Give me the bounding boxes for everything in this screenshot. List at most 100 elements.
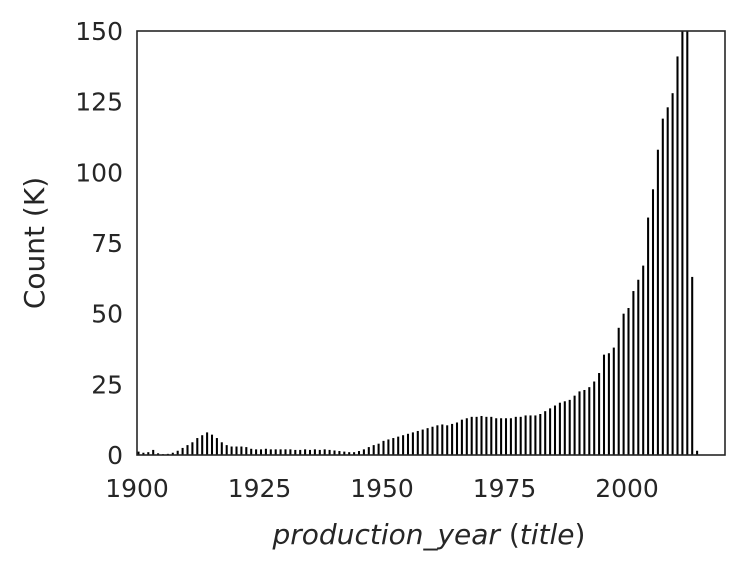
bar-1949 xyxy=(377,443,380,455)
bar-1989 xyxy=(573,395,576,455)
bar-1942 xyxy=(343,451,346,455)
bar-1997 xyxy=(612,347,615,455)
bar-1944 xyxy=(353,452,356,455)
x-axis-label-field: production_year xyxy=(272,518,502,551)
y-tick-label-75: 75 xyxy=(91,229,123,258)
y-tick-label-25: 25 xyxy=(91,370,123,399)
bar-1952 xyxy=(392,438,395,455)
bar-2006 xyxy=(656,149,659,455)
bar-2002 xyxy=(637,279,640,455)
bar-1974 xyxy=(500,418,503,455)
x-tick-label-1900: 1900 xyxy=(105,474,169,503)
bar-1926 xyxy=(264,448,267,455)
y-tick-label-125: 125 xyxy=(75,88,123,117)
bar-2000 xyxy=(627,308,630,455)
bar-1925 xyxy=(259,449,263,455)
x-tick-label-1950: 1950 xyxy=(350,474,414,503)
bar-1946 xyxy=(362,449,365,455)
bar-1996 xyxy=(607,353,610,455)
x-axis-label-close-paren: ) xyxy=(575,518,586,551)
bar-1968 xyxy=(470,416,473,455)
bar-1998 xyxy=(617,327,620,455)
bar-1938 xyxy=(323,449,326,455)
bar-1911 xyxy=(191,442,194,455)
bar-1965 xyxy=(455,422,459,455)
bar-1990 xyxy=(578,391,581,455)
bar-1912 xyxy=(196,438,199,455)
bar-1961 xyxy=(436,425,439,455)
bar-1951 xyxy=(387,439,390,455)
bar-1981 xyxy=(534,415,537,455)
bar-1973 xyxy=(495,418,498,455)
plot-frame xyxy=(136,30,726,456)
bar-1956 xyxy=(411,432,414,455)
bar-1967 xyxy=(465,418,468,455)
bar-1954 xyxy=(402,435,405,455)
bar-1918 xyxy=(225,445,228,455)
bar-1902 xyxy=(147,452,150,455)
bar-1977 xyxy=(514,416,517,455)
bar-1979 xyxy=(524,415,527,455)
bar-2001 xyxy=(632,291,635,455)
bar-1994 xyxy=(598,373,601,455)
bar-2013 xyxy=(691,276,694,455)
y-axis-label: Count (K) xyxy=(18,177,51,309)
bar-1937 xyxy=(318,449,321,455)
bar-1932 xyxy=(294,449,297,455)
x-axis-ticks: 1900 1925 1950 1975 2000 xyxy=(105,474,659,503)
y-tick-label-150: 150 xyxy=(75,17,123,46)
bar-1927 xyxy=(269,449,272,455)
bar-1947 xyxy=(367,447,370,455)
bar-1935 xyxy=(308,449,312,455)
x-axis-label-open-paren: ( xyxy=(500,518,520,551)
bar-1993 xyxy=(593,381,596,455)
bar-1916 xyxy=(215,438,218,455)
y-tick-label-100: 100 xyxy=(75,158,123,187)
bar-1928 xyxy=(274,449,277,455)
bar-1933 xyxy=(299,449,302,455)
bar-1917 xyxy=(220,442,223,455)
bar-2012 xyxy=(686,31,689,455)
bar-1919 xyxy=(230,446,233,455)
bar-2008 xyxy=(666,107,669,455)
x-tick-label-1925: 1925 xyxy=(228,474,292,503)
bar-1972 xyxy=(490,416,493,455)
bar-1982 xyxy=(539,414,542,455)
bar-2007 xyxy=(661,118,664,455)
x-tick-label-1975: 1975 xyxy=(473,474,537,503)
bar-1959 xyxy=(426,428,429,455)
bar-1999 xyxy=(622,313,625,455)
bar-1922 xyxy=(245,447,248,455)
bar-1945 xyxy=(357,451,361,455)
x-axis-label: production_year (title) xyxy=(272,518,586,551)
bar-1913 xyxy=(201,435,204,455)
x-axis-label-table: title xyxy=(520,518,575,551)
bar-1943 xyxy=(348,452,351,455)
bar-1923 xyxy=(250,448,253,455)
bar-1984 xyxy=(549,408,552,455)
bar-1931 xyxy=(289,449,292,455)
bar-1936 xyxy=(313,449,316,455)
bar-2010 xyxy=(676,56,679,455)
bar-1976 xyxy=(509,418,512,455)
bar-1921 xyxy=(240,446,243,455)
bar-1964 xyxy=(451,423,454,455)
bar-1988 xyxy=(568,399,571,455)
y-tick-label-50: 50 xyxy=(91,300,123,329)
bar-1903 xyxy=(152,449,155,455)
bar-2009 xyxy=(671,93,674,455)
bar-1970 xyxy=(480,415,483,455)
bar-1991 xyxy=(583,389,586,455)
bar-1992 xyxy=(588,387,591,455)
y-axis-ticks: 0 25 50 75 100 125 150 xyxy=(75,17,123,470)
bar-1930 xyxy=(284,449,287,455)
bar-1953 xyxy=(397,436,400,455)
bar-1901 xyxy=(142,452,145,455)
x-tick-label-2000: 2000 xyxy=(595,474,659,503)
bar-1907 xyxy=(171,452,174,455)
bar-1987 xyxy=(563,401,566,455)
bar-1995 xyxy=(602,354,606,455)
bar-1963 xyxy=(446,425,449,455)
bar-1914 xyxy=(206,432,209,455)
